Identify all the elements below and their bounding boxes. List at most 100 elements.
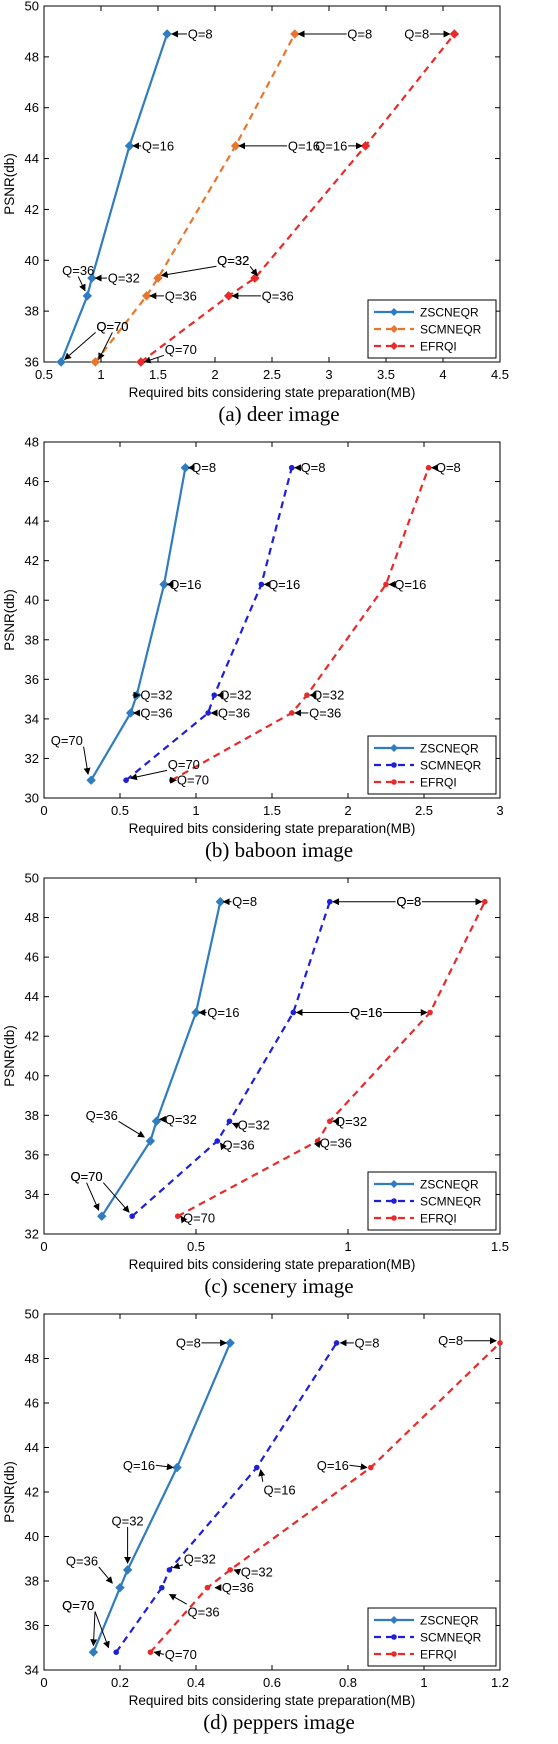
data-point <box>159 1584 165 1591</box>
x-tick-label: 1.5 <box>149 367 167 382</box>
annotation-label: Q=32 <box>165 1112 197 1127</box>
data-point <box>56 357 66 367</box>
annotation-label: Q=16 <box>317 1458 349 1473</box>
annotation-arrow <box>258 1469 266 1482</box>
y-tick-label: 42 <box>25 553 39 568</box>
data-point <box>166 1567 173 1573</box>
y-tick-label: 32 <box>25 1227 39 1242</box>
annotation-label: Q=70 <box>177 773 209 788</box>
y-tick-label: 32 <box>25 751 39 766</box>
data-point <box>214 1138 221 1144</box>
y-tick-label: 46 <box>25 1396 39 1411</box>
data-point <box>129 1213 135 1219</box>
annotation-label: Q=32 <box>238 1118 270 1133</box>
y-tick-label: 36 <box>25 672 39 687</box>
caption-d: (d) peppers image <box>203 1710 355 1734</box>
legend-label: EFRQI <box>420 1648 457 1662</box>
annotation-label: Q=70 <box>165 342 197 357</box>
data-point <box>151 1116 162 1126</box>
y-tick-label: 44 <box>25 1440 39 1455</box>
annotation-arrow <box>129 769 168 781</box>
annotation-arrow <box>90 1611 98 1647</box>
x-tick-label: 1 <box>192 803 199 818</box>
x-tick-label: 0.5 <box>111 803 129 818</box>
annotation-arrow <box>180 1215 188 1224</box>
y-tick-label: 42 <box>25 202 39 217</box>
y-tick-label: 48 <box>25 1351 39 1366</box>
data-point <box>162 29 172 39</box>
annotation-arrow <box>313 1140 322 1149</box>
legend-marker <box>390 308 398 316</box>
legend-marker <box>390 1180 398 1188</box>
y-tick-label: 44 <box>25 989 39 1004</box>
y-tick-label: 48 <box>25 436 39 450</box>
annotation-label: Q=16 <box>315 138 347 153</box>
legend-marker <box>391 1215 397 1221</box>
data-point <box>290 1009 297 1016</box>
annotation-label: Q=32 <box>241 1565 273 1580</box>
x-tick-label: 4 <box>439 367 446 382</box>
data-point <box>97 1211 107 1221</box>
x-tick-label: 0 <box>40 1675 47 1690</box>
y-axis-label: PSNR(db) <box>2 589 17 651</box>
annotation-arrow <box>143 354 165 364</box>
y-tick-label: 36 <box>25 1147 39 1162</box>
data-point <box>383 581 389 588</box>
series-line-scmneqr <box>125 467 293 782</box>
y-tick-label: 50 <box>25 872 39 886</box>
data-point <box>425 464 432 471</box>
data-point <box>153 273 163 283</box>
data-point <box>225 1338 235 1348</box>
annotation-label: Q=8 <box>188 26 213 41</box>
x-tick-label: 1 <box>97 367 104 382</box>
annotation-label: Q=8 <box>436 460 461 475</box>
data-point <box>449 29 460 39</box>
y-tick-label: 36 <box>25 355 39 370</box>
data-point <box>124 141 135 151</box>
chart-c: 0 0.5 1 1.5 32 34 36 38 40 42 44 46 48 50 Required bit… <box>2 872 509 1272</box>
annotation-label: Q=8 <box>355 1335 380 1350</box>
annotation-arrow <box>160 265 217 278</box>
y-tick-label: 46 <box>25 474 39 489</box>
data-point <box>223 291 234 301</box>
data-point <box>123 777 129 783</box>
y-tick-label: 38 <box>25 632 39 647</box>
annotation-label: Q=36 <box>262 288 294 303</box>
data-point <box>87 273 97 283</box>
data-point <box>227 1567 233 1573</box>
annotation-label: Q=32 <box>335 1114 367 1129</box>
chart-d: 0 0.2 0.4 0.6 0.8 1 1.2 34 36 38 40 42 44 46 48 50 Requi… <box>2 1308 509 1708</box>
x-tick-label: 1 <box>420 1675 427 1690</box>
data-point <box>360 141 371 151</box>
legend-marker <box>390 744 398 752</box>
series-line-zscneqr <box>90 467 187 781</box>
y-tick-label: 48 <box>25 910 39 925</box>
x-tick-label: 3 <box>325 367 332 382</box>
annotation-arrow <box>77 276 86 292</box>
x-tick-label: 0.8 <box>339 1675 357 1690</box>
x-tick-label: 2 <box>211 367 218 382</box>
data-point <box>141 291 152 301</box>
series-line-efrqi <box>171 467 430 782</box>
legend-label: EFRQI <box>420 1212 457 1226</box>
data-point <box>253 1464 260 1471</box>
data-point <box>326 898 333 905</box>
annotation-label: Q=8 <box>404 26 429 41</box>
data-point <box>174 1213 181 1219</box>
annotation-label: Q=70 <box>62 1598 94 1613</box>
y-tick-label: 42 <box>25 1485 39 1500</box>
annotation-arrow <box>94 1611 110 1649</box>
data-point <box>205 710 211 716</box>
annotation-label: Q=70 <box>183 1211 215 1226</box>
legend-marker <box>390 1616 398 1624</box>
chart-a: 0.5 1 1.5 2 2.5 3 3.5 4 4.5 36 38 40 42 44 46 48 50 Requi… <box>2 0 509 400</box>
annotation-arrow <box>83 746 91 775</box>
annotation-label: Q=32 <box>112 1513 144 1528</box>
annotation-label: Q=32 <box>312 688 344 703</box>
annotation-arrow <box>231 1122 240 1129</box>
series-line-scmneqr <box>131 901 331 1218</box>
y-tick-label: 40 <box>25 1529 39 1544</box>
y-tick-label: 38 <box>25 1574 39 1589</box>
annotation-label: Q=70 <box>70 1169 102 1184</box>
x-tick-label: 0 <box>40 1239 47 1254</box>
